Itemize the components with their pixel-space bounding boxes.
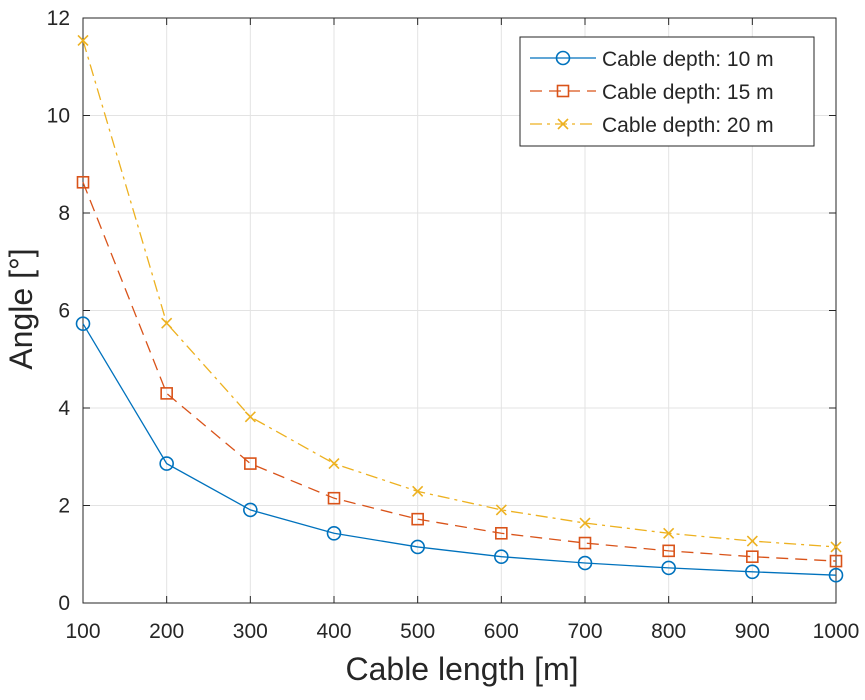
data-point: [161, 317, 173, 329]
y-tick-label: 12: [47, 7, 70, 30]
series-line: [82, 182, 837, 562]
x-marker-stroke: [495, 504, 507, 516]
series-group: [75, 34, 844, 583]
data-point: [661, 560, 676, 576]
data-point: [830, 541, 842, 553]
series-line: [82, 323, 837, 576]
legend-marker: [555, 50, 571, 66]
legend-label: Cable depth: 10 m: [602, 48, 774, 71]
data-point: [745, 564, 760, 580]
legend-label: Cable depth: 20 m: [602, 114, 774, 137]
x-marker-stroke: [77, 34, 89, 46]
y-tick-label: 6: [58, 300, 70, 323]
series-3: [77, 34, 842, 553]
data-point: [577, 555, 593, 571]
data-point: [243, 502, 258, 518]
data-point: [662, 544, 675, 558]
data-point: [578, 536, 592, 550]
x-tick-label: 700: [567, 620, 602, 643]
data-point: [494, 549, 509, 564]
x-marker-stroke: [412, 485, 424, 497]
y-tick-label: 0: [58, 592, 70, 615]
y-tick-label: 10: [47, 105, 70, 128]
series-line: [82, 40, 837, 548]
data-point: [244, 457, 257, 470]
legend-entry: Cable depth: 10 m: [530, 48, 774, 71]
x-tick-label: 900: [735, 620, 770, 643]
data-point: [327, 491, 341, 505]
data-point: [746, 550, 759, 563]
x-tick-label: 1000: [813, 620, 860, 643]
series-1: [75, 316, 844, 583]
legend-entry: Cable depth: 20 m: [530, 114, 774, 137]
x-tick-label: 400: [316, 620, 351, 643]
y-tick-label: 4: [58, 397, 70, 420]
data-point: [160, 387, 173, 400]
y-tick-label: 2: [58, 495, 70, 518]
data-point: [828, 567, 844, 583]
x-axis-label: Cable length [m]: [345, 651, 578, 687]
legend-label: Cable depth: 15 m: [602, 81, 774, 104]
legend-marker: [556, 84, 570, 98]
data-point: [244, 411, 256, 423]
x-marker-stroke: [557, 118, 569, 130]
legend: Cable depth: 10 m Cable depth: 15 m Cable …: [519, 36, 815, 147]
x-tick-label: 800: [651, 620, 686, 643]
data-point: [411, 512, 424, 526]
data-point: [412, 485, 424, 497]
x-marker-stroke: [746, 535, 758, 547]
data-point: [77, 34, 89, 46]
x-marker-stroke: [244, 411, 256, 423]
x-tick-label: 600: [484, 620, 519, 643]
data-point: [495, 504, 507, 516]
data-point: [495, 526, 508, 540]
x-marker-stroke: [830, 541, 842, 553]
axes: 100 200 300 400 500 600 700 800 900 1000 0 2 4 6 8 10 12: [47, 7, 860, 643]
x-tick-label: 200: [149, 620, 184, 643]
data-point: [328, 458, 340, 470]
x-marker-stroke: [663, 527, 675, 539]
legend-marker: [557, 118, 569, 130]
data-point: [75, 316, 91, 331]
series-2: [76, 175, 843, 568]
data-point: [159, 456, 174, 471]
x-tick-label: 500: [400, 620, 435, 643]
x-marker-stroke: [328, 458, 340, 470]
x-tick-label: 300: [233, 620, 268, 643]
data-point: [663, 527, 675, 539]
x-tick-label: 100: [65, 620, 100, 643]
data-point: [746, 535, 758, 547]
data-point: [579, 517, 591, 529]
x-marker-stroke: [161, 317, 173, 329]
legend-entry: Cable depth: 15 m: [530, 81, 774, 104]
data-point: [76, 175, 90, 189]
data-point: [829, 554, 843, 568]
y-axis-label: Angle [°]: [3, 248, 39, 369]
x-marker-stroke: [579, 517, 591, 529]
data-point: [326, 525, 342, 541]
y-tick-label: 8: [58, 202, 70, 225]
data-point: [410, 539, 425, 555]
